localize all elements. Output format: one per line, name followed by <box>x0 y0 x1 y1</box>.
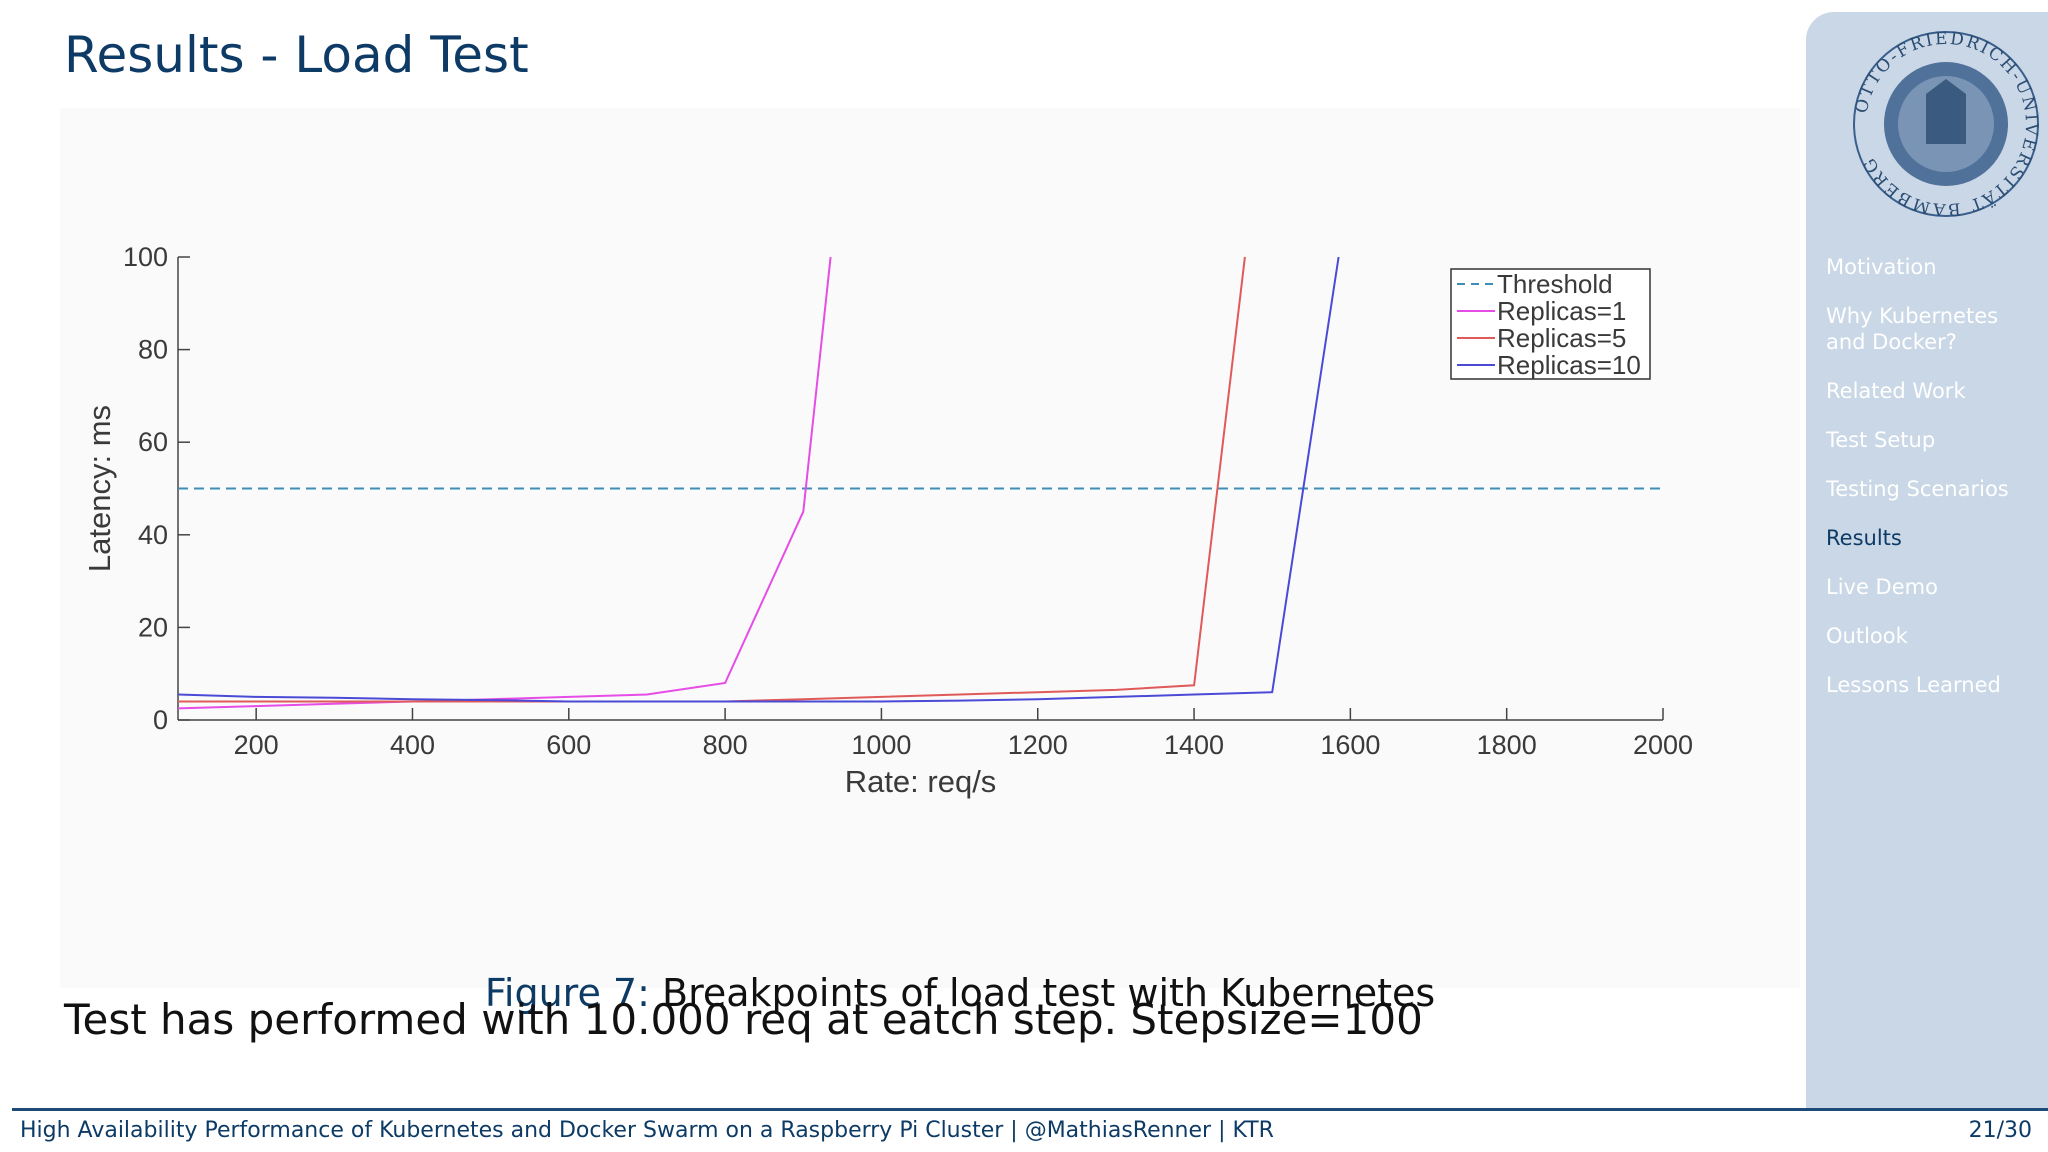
sidebar-item-motivation[interactable]: Motivation <box>1826 255 1937 279</box>
university-logo: OTTO-FRIEDRICH-UNIVERSITÄT BAMBERG <box>1846 24 2046 228</box>
figure-caption: Figure 7: Breakpoints of load test with … <box>60 971 1860 1015</box>
sidebar-item-why-kubernetes[interactable]: Why Kubernetes and Docker? <box>1826 304 1999 354</box>
x-tick-label: 600 <box>546 730 591 760</box>
sidebar-item-testing-scenarios[interactable]: Testing Scenarios <box>1826 477 2009 501</box>
x-tick-label: 1200 <box>1008 730 1068 760</box>
sidebar-item-lessons-learned[interactable]: Lessons Learned <box>1826 673 2001 697</box>
figure-area: 200 400 600 800 1000 1200 1400 1600 1800 2000 0 20 4… <box>60 108 1800 1015</box>
y-tick-label: 100 <box>123 242 168 272</box>
legend-entry: Replicas=10 <box>1497 350 1641 380</box>
legend-box <box>1450 268 1651 380</box>
y-tick-label: 20 <box>138 612 168 642</box>
x-tick-label: 1400 <box>1164 730 1224 760</box>
y-tick-label: 60 <box>138 427 168 457</box>
legend-entry: Threshold <box>1497 269 1613 299</box>
sidebar-nav: Motivation Why Kubernetes and Docker? Re… <box>1826 254 2041 721</box>
y-tick-label: 0 <box>153 705 168 735</box>
sidebar-item-related-work[interactable]: Related Work <box>1826 379 1966 403</box>
sidebar-item-outlook[interactable]: Outlook <box>1826 624 1908 648</box>
x-tick-label: 800 <box>703 730 748 760</box>
slide-title: Results - Load Test <box>64 26 529 84</box>
sidebar-item-results[interactable]: Results <box>1826 526 1902 550</box>
sidebar-item-live-demo[interactable]: Live Demo <box>1826 575 1938 599</box>
series-line-replicas-1 <box>177 256 832 710</box>
legend-entry: Replicas=1 <box>1497 296 1626 326</box>
series-line-replicas-5 <box>178 256 1246 703</box>
footer-divider <box>12 1108 2048 1111</box>
figure-label: Figure 7: <box>484 971 650 1015</box>
legend-entry: Replicas=5 <box>1497 323 1626 353</box>
y-tick-label: 40 <box>138 520 168 550</box>
y-tick-label: 80 <box>138 335 168 365</box>
latency-chart: 200 400 600 800 1000 1200 1400 1600 1800 2000 0 20 4… <box>82 242 1693 799</box>
sidebar: OTTO-FRIEDRICH-UNIVERSITÄT BAMBERG Motiv… <box>1806 12 2048 1110</box>
y-axis-label: Latency: ms <box>82 405 117 572</box>
page-number: 21/30 <box>1968 1118 2032 1143</box>
footer-text: High Availability Performance of Kuberne… <box>20 1118 1274 1143</box>
x-tick-label: 1800 <box>1477 730 1537 760</box>
series-line-replicas-10 <box>177 256 1340 703</box>
sidebar-item-test-setup[interactable]: Test Setup <box>1826 428 1936 452</box>
x-tick-label: 400 <box>390 730 435 760</box>
x-tick-label: 1600 <box>1320 730 1380 760</box>
x-tick-label: 2000 <box>1633 730 1693 760</box>
x-axis-label: Rate: req/s <box>845 764 997 799</box>
x-tick-label: 200 <box>234 730 279 760</box>
body-text: Test has performed with 10.000 req at ea… <box>64 995 1423 1044</box>
figure-caption-text: Breakpoints of load test with Kubernetes <box>662 971 1436 1015</box>
x-tick-label: 1000 <box>851 730 911 760</box>
